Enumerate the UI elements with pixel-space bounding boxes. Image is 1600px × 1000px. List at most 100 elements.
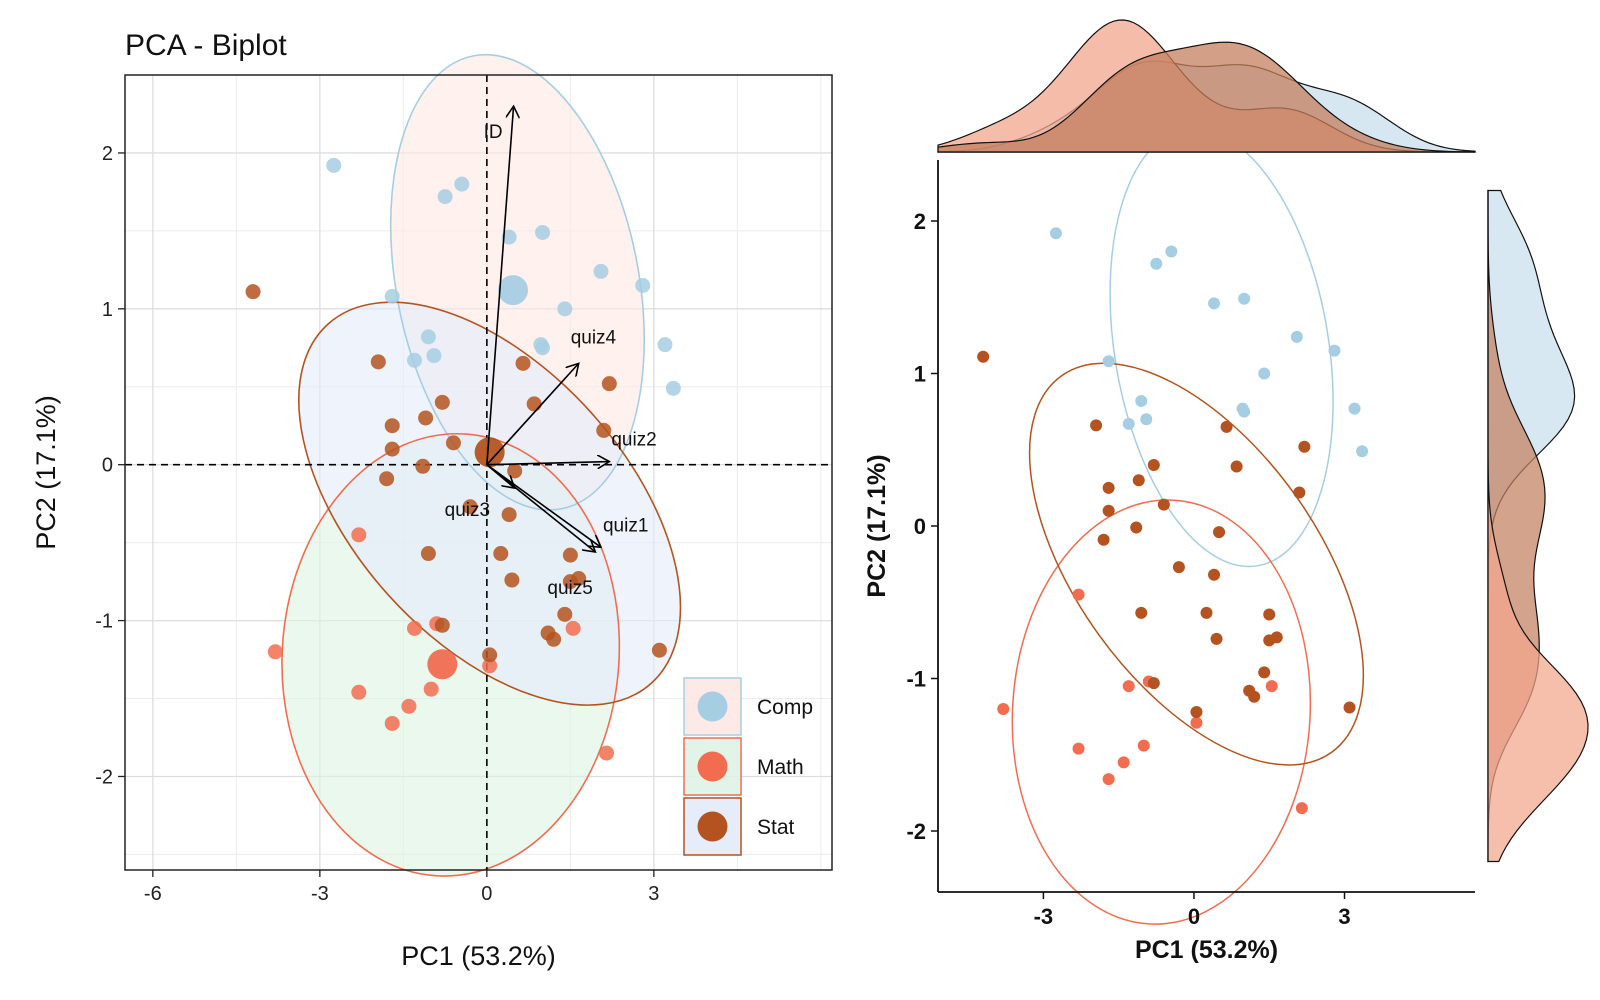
x-tick-label: 0 [481,883,492,905]
point-comp [454,176,470,192]
series-math [267,527,615,761]
scatter-point-stat [1157,498,1170,511]
scatter-point-stat [1147,677,1160,690]
scatter-point-comp [1122,417,1135,430]
scatter-point-comp [1238,292,1251,305]
point-comp [593,263,609,279]
ellipse-outline-comp [389,53,646,511]
point-stat [557,606,573,622]
scatter-point-stat [1200,606,1213,619]
loading-arrow-quiz5 [486,464,596,552]
loading-label-quiz5: quiz5 [547,578,592,599]
loading-label-quiz2: quiz2 [611,430,656,451]
scatter-point-comp [1236,402,1249,415]
scatter-point-stat [1343,701,1356,714]
point-stat [540,625,556,641]
scatter-series-math [997,588,1308,815]
scatter-point-stat [1135,606,1148,619]
legend-label-stat: Stat [757,816,795,839]
point-stat [379,471,395,487]
scatter-point-stat [1130,521,1143,534]
scatter-point-math [1137,739,1150,752]
point-stat [596,422,612,438]
scatter-y-tick-label: 2 [914,209,926,234]
scatter-x-tick-label: 3 [1338,904,1350,929]
point-stat [526,396,542,412]
y-tick-label: -1 [95,611,113,633]
point-stat [418,410,434,426]
legend-label-math: Math [757,756,804,779]
scatter-point-comp [1150,257,1163,270]
centroid-math [427,649,458,680]
point-comp [326,157,342,173]
point-math [401,698,417,714]
point-comp [426,348,442,364]
scatter-point-comp [1348,402,1361,415]
point-math [482,658,498,674]
scatter-point-stat [977,350,990,363]
scatter-x-axis-title: PC1 (53.2%) [1135,936,1278,964]
point-comp [384,288,400,304]
point-math [351,527,367,543]
point-stat [245,284,261,300]
scatter-point-math [1072,588,1085,601]
point-stat [504,572,520,588]
scatter-point-stat [1220,420,1233,433]
top-density-stat [937,41,1476,153]
y-tick-label: 0 [102,455,113,477]
x-tick-label: -3 [311,883,329,905]
point-comp [635,277,651,293]
scatter-point-stat [1243,684,1256,697]
point-stat [507,463,523,479]
scatter-y-tick-label: -2 [906,819,926,844]
loading-label-quiz4: quiz4 [571,327,617,348]
point-comp [657,337,673,353]
scatter-point-stat [1208,568,1221,581]
scatter-point-math [997,703,1010,715]
loading-arrow-quiz1 [486,464,601,548]
scatter-point-comp [1258,367,1271,380]
top-marginal-density [937,19,1476,153]
series-comp [326,157,681,396]
scatter-y-tick-label: 1 [914,362,926,387]
point-math [423,681,439,697]
scatter-point-stat [1263,608,1276,621]
scatter-point-stat [1230,460,1243,473]
point-stat [434,617,450,633]
scatter-point-math [1190,716,1203,729]
point-stat [462,499,478,515]
point-comp [557,301,573,317]
point-stat [501,507,517,523]
scatter-point-math [1117,756,1130,769]
y-tick-label: 1 [102,299,113,321]
ellipse-outline-stat [298,301,682,706]
loading-label-quiz1: quiz1 [603,515,648,536]
x-tick-label: -6 [144,883,162,905]
point-math [351,684,367,700]
right-density-math [1487,190,1589,863]
scatter-point-comp [1049,227,1062,240]
x-axis-title: PC1 (53.2%) [401,941,556,971]
point-math [565,620,581,636]
point-math [267,644,283,660]
point-math [384,715,400,731]
scatter-point-stat [1213,526,1226,539]
scatter-point-stat [1132,474,1145,487]
point-stat [384,418,400,434]
point-math [599,745,615,761]
chart-title: PCA - Biplot [125,29,287,62]
scatter-point-stat [1293,486,1306,499]
point-stat [420,546,436,562]
point-comp [501,229,517,245]
point-stat [384,441,400,457]
ellipse-outline-math [281,432,621,877]
legend-dot-math [697,751,728,782]
point-stat [445,435,461,451]
point-stat [493,546,509,562]
centroid-comp [498,275,529,306]
point-stat [515,355,531,371]
y-tick-label: -2 [95,766,113,788]
scatter-point-comp [1290,330,1303,343]
scatter-point-stat [1190,706,1203,719]
